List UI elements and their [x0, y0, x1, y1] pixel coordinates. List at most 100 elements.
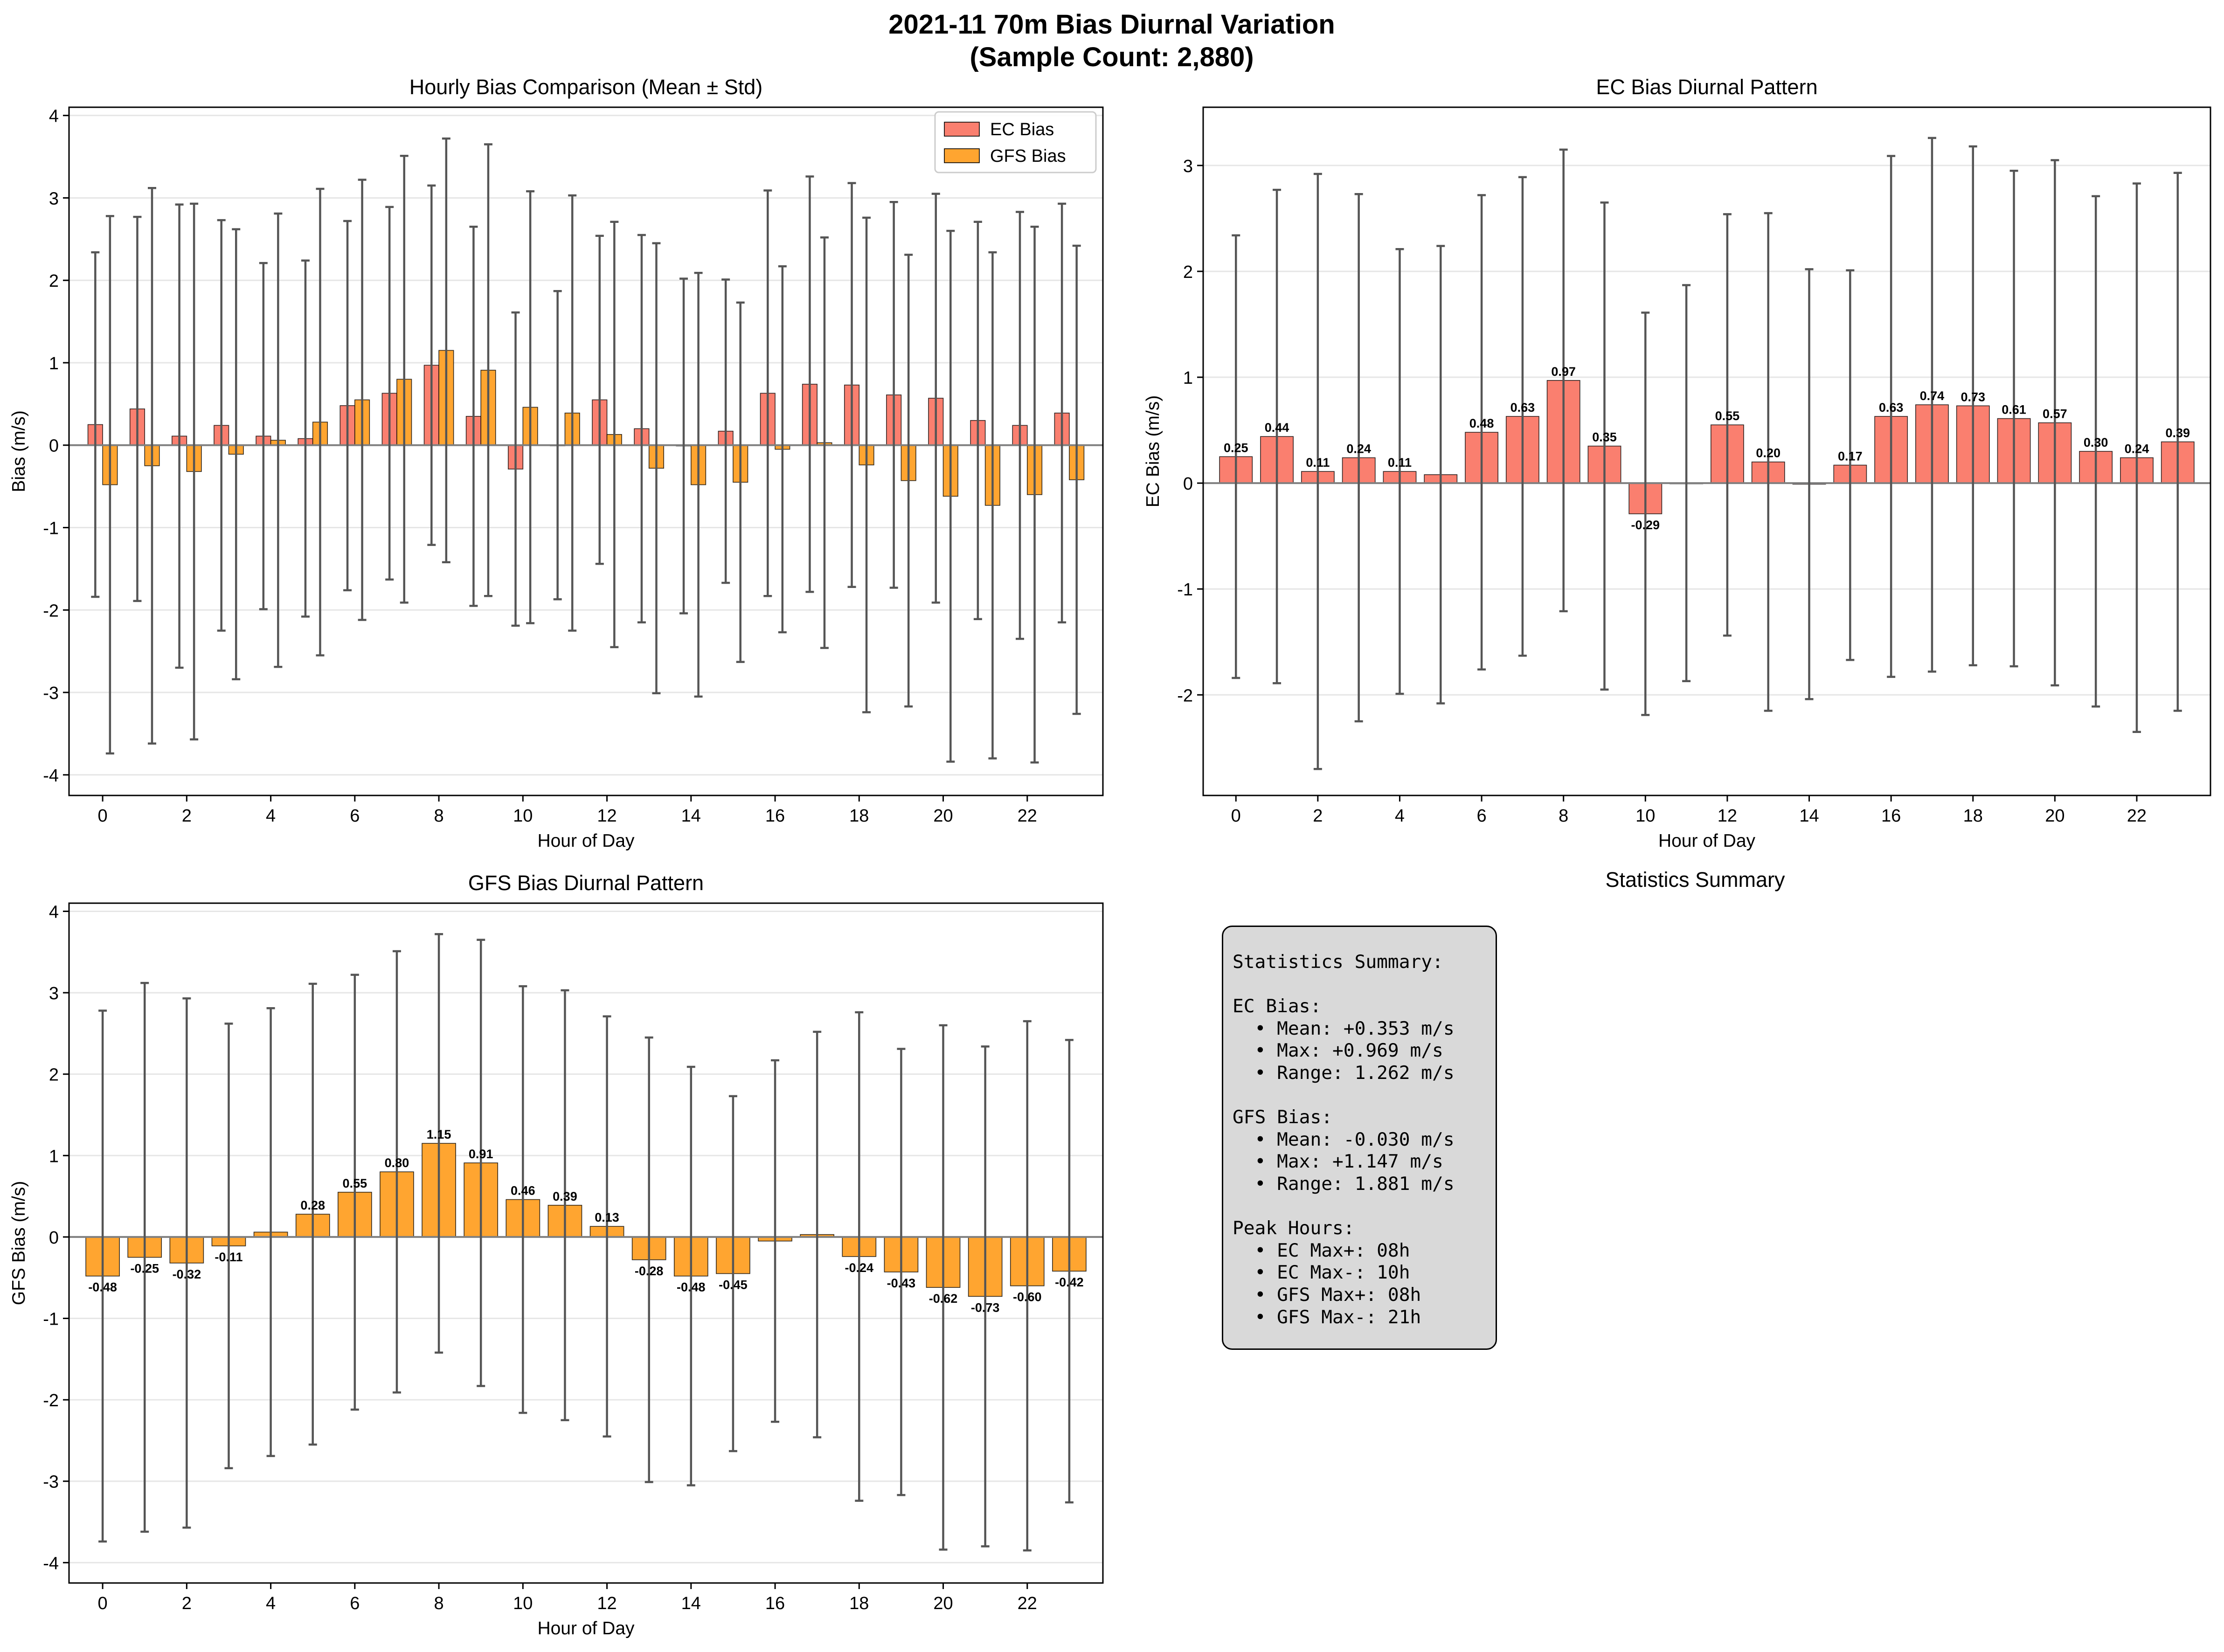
chart2-errorbar-s0-h16 [771, 1059, 780, 1423]
chart2-xtick-label-3: 6 [350, 1594, 360, 1613]
chart2-xtick-label-0: 0 [98, 1594, 108, 1613]
chart2-errorbar-s0-h20 [939, 1024, 948, 1551]
chart0-errorbar-s0-h3 [217, 219, 226, 632]
chart2-xlabel: Hour of Day [537, 1618, 635, 1638]
chart0-errorbar-s0-h14 [679, 277, 688, 615]
chart2-xtick-label-4: 8 [434, 1594, 444, 1613]
chart1-value-label-h6: 0.48 [1469, 416, 1494, 430]
chart1-errorbar-s0-h2 [1313, 173, 1322, 770]
chart2-title: GFS Bias Diurnal Pattern [468, 871, 704, 895]
chart1-errorbar-s0-h9 [1600, 201, 1609, 691]
figure-title-line2: (Sample Count: 2,880) [970, 42, 1254, 72]
chart1-value-label-h17: 0.74 [1920, 389, 1945, 403]
chart1-value-label-h9: 0.35 [1592, 430, 1617, 444]
chart1-value-label-h2: 0.11 [1306, 456, 1330, 470]
chart2-ytick-label-8: 4 [49, 902, 59, 922]
chart1-xtick-label-8: 16 [1881, 806, 1901, 826]
chart2-value-label-h3: -0.11 [215, 1250, 242, 1264]
chart2-value-label-h1: -0.25 [130, 1262, 159, 1276]
chart2-ytick-label-1: -3 [43, 1472, 59, 1492]
chart2-value-label-h12: 0.13 [595, 1210, 619, 1224]
chart0-ytick-label-5: 1 [49, 354, 59, 373]
chart1-value-label-h23: 0.39 [2165, 426, 2190, 440]
chart2-value-label-h9: 0.91 [469, 1147, 493, 1161]
chart2-value-label-h5: 0.28 [300, 1198, 325, 1212]
chart0-errorbar-s1-h7 [400, 155, 409, 604]
chart1-ytick-label-4: 2 [1183, 263, 1193, 282]
chart1-value-label-h8: 0.97 [1551, 365, 1576, 379]
chart0-errorbar-s1-h2 [190, 202, 199, 741]
chart2-errorbar-s0-h17 [813, 1030, 822, 1438]
chart1-xtick-label-7: 14 [1799, 806, 1819, 826]
panel-ec-bias-diurnal: 0.25 0.44 0.11 0.24 0.11 0.48 0.63 0.97 0.35 -0.2… [1143, 75, 2211, 851]
chart1-errorbar-s0-h20 [2051, 159, 2059, 687]
chart0-legend-swatch-1 [944, 148, 980, 163]
chart0-xtick-label-5: 10 [513, 806, 533, 826]
chart2-xtick-label-10: 20 [933, 1594, 953, 1613]
chart0-ytick-label-7: 3 [49, 189, 59, 208]
chart0-errorbar-s1-h0 [105, 215, 114, 755]
chart2-xtick-label-2: 4 [266, 1594, 276, 1613]
chart0-xtick-label-0: 0 [98, 806, 108, 826]
chart0-ytick-label-3: -1 [43, 519, 59, 539]
chart0-errorbar-s0-h11 [553, 290, 562, 601]
chart2-ytick-label-5: 1 [49, 1147, 59, 1166]
chart2-errorbar-s0-h5 [308, 982, 317, 1446]
chart2-xtick-label-8: 16 [765, 1594, 785, 1613]
chart0-errorbar-s0-h19 [889, 201, 898, 589]
chart1-ytick-label-3: 1 [1183, 368, 1193, 388]
chart1-errorbar-s0-h19 [2009, 169, 2018, 668]
chart2-value-label-h21: -0.73 [971, 1300, 1000, 1314]
chart1-errorbar-s0-h12 [1723, 213, 1732, 637]
chart1-errorbar-s0-h22 [2132, 182, 2141, 733]
chart2-errorbar-s0-h18 [855, 1011, 864, 1502]
chart0-ytick-label-8: 4 [49, 107, 59, 126]
chart0-xtick-label-8: 16 [765, 806, 785, 826]
chart2-value-label-h22: -0.60 [1013, 1290, 1042, 1304]
chart0-errorbar-s1-h6 [358, 179, 367, 621]
chart2-ytick-label-6: 2 [49, 1065, 59, 1085]
chart1-xtick-label-11: 22 [2127, 806, 2147, 826]
chart0-errorbar-s0-h4 [259, 262, 268, 610]
chart1-value-label-h4: 0.11 [1388, 456, 1412, 470]
chart0-xtick-label-7: 14 [681, 806, 701, 826]
chart0-errorbar-s1-h13 [652, 242, 661, 695]
chart1-ytick-label-1: -1 [1177, 580, 1193, 600]
chart2-value-label-h19: -0.43 [887, 1276, 916, 1290]
chart0-errorbar-s1-h10 [526, 190, 535, 624]
chart1-xlabel: Hour of Day [1658, 831, 1756, 851]
chart0-ytick-label-0: -4 [43, 766, 59, 786]
chart2-ytick-label-3: -1 [43, 1310, 59, 1329]
chart2-axes-frame [68, 902, 1104, 1584]
chart0-errorbar-s0-h9 [469, 226, 478, 607]
chart2-errorbar-s0-h11 [561, 989, 569, 1422]
chart0-errorbar-s1-h20 [946, 229, 955, 763]
chart0-errorbar-s1-h14 [694, 272, 703, 698]
chart0-title: Hourly Bias Comparison (Mean ± Std) [409, 75, 762, 99]
chart2-errorbar-s0-h4 [266, 1007, 275, 1457]
chart0-errorbar-s0-h22 [1016, 211, 1025, 640]
chart0-errorbar-s1-h9 [484, 143, 492, 597]
chart0-legend: EC Bias GFS Bias [934, 111, 1097, 173]
chart0-errorbar-s1-h18 [862, 216, 871, 713]
chart2-errorbar-s0-h1 [140, 982, 149, 1533]
chart2-xtick-label-11: 22 [1018, 1594, 1037, 1613]
chart1-value-label-h0: 0.25 [1224, 441, 1248, 455]
chart0-legend-swatch-0 [944, 122, 980, 137]
chart0-errorbar-s0-h10 [511, 311, 520, 627]
chart0-errorbar-s1-h5 [316, 187, 325, 657]
chart1-ytick-label-0: -2 [1177, 686, 1193, 705]
chart0-legend-entry-1: GFS Bias [990, 146, 1066, 166]
chart2-ylabel: GFS Bias (m/s) [9, 1181, 29, 1306]
chart2-errorbar-s0-h3 [224, 1023, 233, 1470]
chart0-errorbar-s1-h12 [610, 221, 619, 649]
chart1-errorbar-s0-h10 [1641, 311, 1650, 716]
chart1-errorbar-s0-h6 [1477, 194, 1486, 671]
chart1-value-label-h3: 0.24 [1346, 442, 1371, 456]
chart1-errorbar-s0-h15 [1846, 269, 1855, 661]
chart0-errorbar-s1-h22 [1030, 226, 1039, 764]
chart0-xtick-label-6: 12 [597, 806, 617, 826]
chart0-errorbar-s0-h2 [175, 203, 184, 669]
